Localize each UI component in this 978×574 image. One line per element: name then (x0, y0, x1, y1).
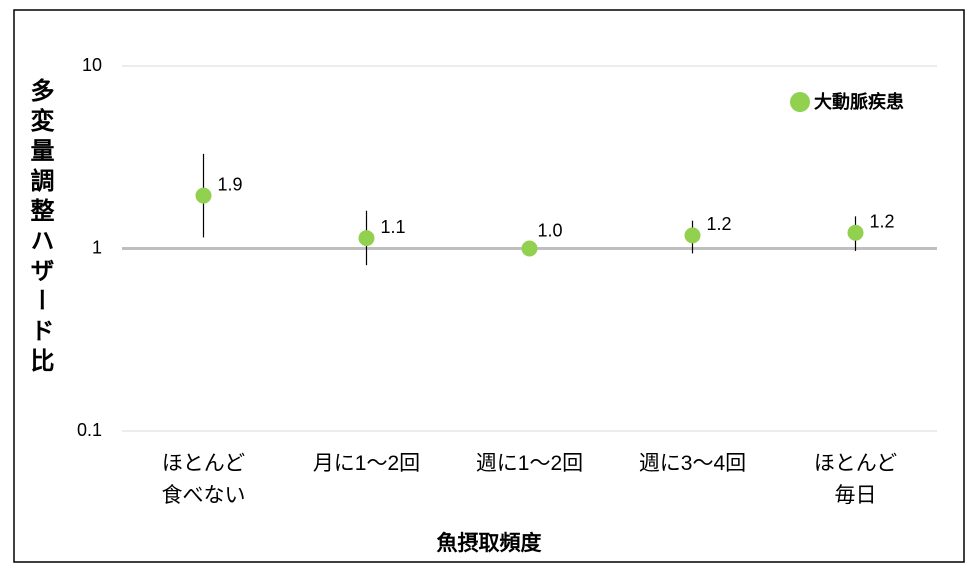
y-tick-label: 10 (82, 55, 102, 75)
data-label: 1.2 (707, 214, 732, 234)
legend-marker (790, 92, 810, 112)
data-label: 1.1 (381, 217, 406, 237)
legend-label: 大動脈疾患 (814, 91, 904, 112)
data-label: 1.2 (870, 211, 895, 231)
x-tick-label: ほとんど 食べない (161, 452, 246, 507)
x-tick-label: 週に3～4回 (638, 452, 747, 475)
data-label: 1.9 (218, 174, 243, 194)
point (521, 240, 538, 257)
point (195, 187, 212, 204)
y-axis-label: 多変量調整ハザード比 (26, 78, 53, 378)
point (847, 224, 864, 241)
point (358, 230, 375, 247)
x-tick-label: 週に1～2回 (475, 452, 584, 475)
y-tick-label: 1 (92, 237, 102, 257)
y-tick-label: 0.1 (77, 420, 102, 440)
x-tick-label: ほとんど 毎日 (813, 452, 898, 507)
x-axis-label: 魚摂取頻度 (436, 532, 542, 555)
x-tick-label: 月に1～2回 (312, 452, 421, 475)
frame (13, 9, 965, 563)
point (684, 227, 701, 244)
data-label: 1.0 (538, 220, 563, 240)
